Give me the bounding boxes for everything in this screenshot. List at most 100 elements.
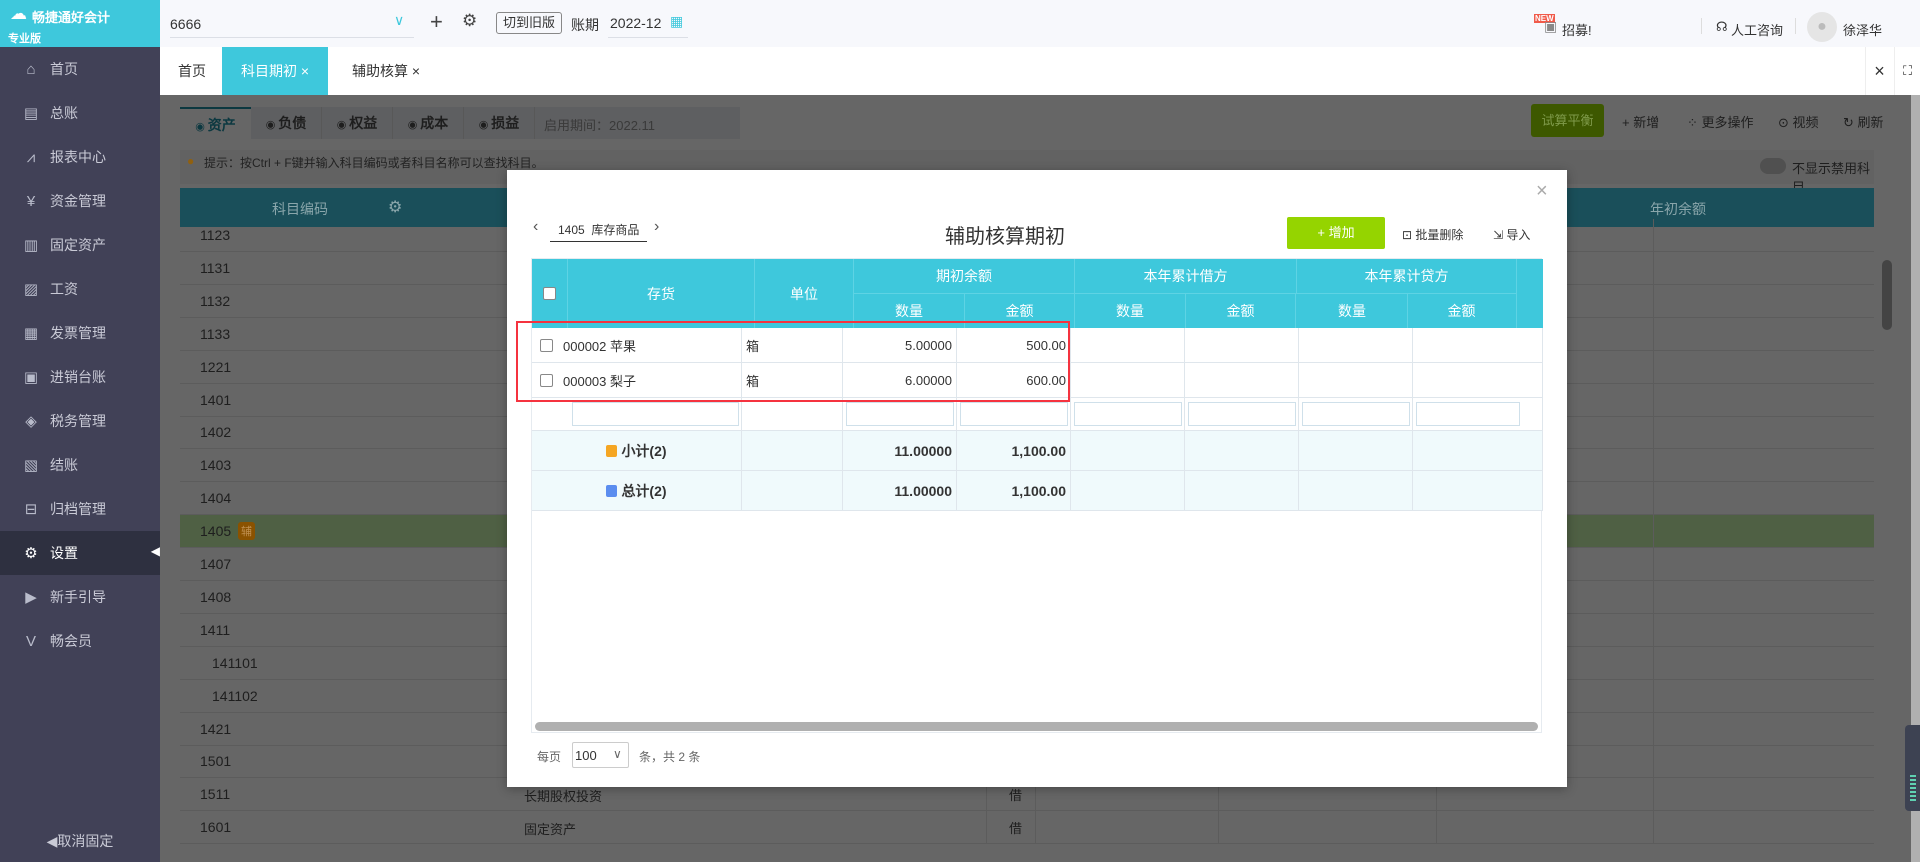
header-qty: 数量	[854, 294, 965, 328]
entry-input[interactable]	[1416, 402, 1520, 426]
company-select[interactable]: 6666 ∨	[170, 10, 414, 38]
type-tab-0[interactable]: ◉ 资产	[180, 107, 251, 139]
horizontal-scrollbar[interactable]	[535, 722, 1538, 731]
next-subject-icon[interactable]: ›	[654, 218, 660, 235]
video-label: 视频	[1792, 115, 1819, 130]
entry-input[interactable]	[846, 402, 954, 426]
row-checkbox[interactable]	[540, 338, 553, 352]
import-button[interactable]: ⇲ 导入	[1493, 226, 1530, 243]
type-tab-1[interactable]: ◉ 负债	[251, 107, 322, 139]
tab-subject-opening[interactable]: 科目期初 ×	[222, 47, 328, 95]
chevron-down-icon: ∨	[394, 12, 405, 28]
add-account-icon[interactable]: +	[430, 9, 443, 34]
total-amount: 1,100.00	[1011, 482, 1067, 499]
tab-auxiliary[interactable]: 辅助核算 ×	[352, 47, 420, 95]
header-opening-balance: 期初余额	[854, 259, 1075, 294]
trial-balance-button[interactable]: 试算平衡	[1531, 104, 1604, 137]
sidebar-item-2[interactable]: ⩘ 报表中心	[0, 135, 160, 179]
table-cell	[843, 398, 957, 431]
add-subject-button[interactable]: + 新增	[1622, 115, 1660, 130]
subject-selector[interactable]: 1405 库存商品	[550, 221, 648, 242]
subject-code: 1411	[200, 621, 231, 638]
close-icon[interactable]: ×	[411, 63, 421, 79]
type-tab-4[interactable]: ◉ 损益	[464, 107, 535, 139]
home-icon: ⌂	[26, 60, 36, 78]
select-all-checkbox[interactable]	[543, 287, 556, 300]
entry-input[interactable]	[1188, 402, 1296, 426]
table-cell	[1299, 398, 1413, 431]
unpin-sidebar-button[interactable]: ◀取消固定	[0, 831, 160, 851]
subject-code: 1501	[200, 753, 232, 770]
floating-widget[interactable]	[1905, 725, 1920, 811]
building-icon: ▥	[23, 237, 39, 254]
sidebar-item-8[interactable]: ◈ 税务管理	[0, 399, 160, 443]
opening-amount[interactable]: 500.00	[1026, 337, 1066, 353]
close-icon[interactable]: ×	[300, 63, 310, 79]
subtotal-amount: 1,100.00	[1011, 442, 1067, 459]
gear-icon[interactable]: ⚙	[462, 11, 478, 30]
table-scrollbar[interactable]	[1882, 260, 1892, 330]
sidebar-item-label: 工资	[50, 281, 78, 297]
entry-input[interactable]	[1302, 402, 1410, 426]
sidebar-item-4[interactable]: ▥ 固定资产	[0, 223, 160, 267]
tab-home[interactable]: 首页	[178, 47, 206, 95]
close-icon[interactable]: ×	[1536, 180, 1548, 202]
user-name[interactable]: 徐泽华	[1843, 23, 1883, 38]
sidebar-item-6[interactable]: ▦ 发票管理	[0, 311, 160, 355]
total-row: 总计(2) 11.00000 1,100.00	[532, 471, 1543, 511]
entry-input[interactable]	[1074, 402, 1182, 426]
add-button[interactable]: + 增加	[1287, 217, 1385, 249]
sidebar-item-label: 发票管理	[50, 325, 106, 341]
close-all-tabs-icon[interactable]: ×	[1865, 47, 1893, 95]
sidebar-item-10[interactable]: ⊟ 归档管理	[0, 487, 160, 531]
table-cell	[1413, 398, 1543, 431]
subject-name: 长期股权投资	[524, 789, 603, 805]
sidebar-item-12[interactable]: ▶ 新手引导	[0, 575, 160, 619]
more-actions-button[interactable]: ⁘ 更多操作	[1687, 112, 1754, 131]
type-tab-3[interactable]: ◉ 成本	[393, 107, 464, 139]
import-label: 导入	[1506, 228, 1531, 242]
opening-qty[interactable]: 5.00000	[905, 337, 952, 353]
entry-input[interactable]	[960, 402, 1068, 426]
gear-icon[interactable]: ⚙	[388, 199, 403, 216]
refresh-label: 刷新	[1857, 115, 1884, 130]
sidebar-item-3[interactable]: ¥ 资金管理	[0, 179, 160, 223]
avatar[interactable]: ●	[1807, 12, 1837, 42]
fullscreen-icon[interactable]: ⛶	[1894, 47, 1920, 95]
brand-logo[interactable]: ☁ 畅捷通好会计 专业版	[0, 0, 160, 47]
sidebar-item-13[interactable]: V 畅会员	[0, 619, 160, 663]
table-cell	[1185, 363, 1299, 398]
prev-subject-icon[interactable]: ‹	[533, 218, 539, 235]
refresh-button[interactable]: ↻ 刷新	[1843, 112, 1884, 131]
table-cell: 总计(2)	[532, 471, 742, 511]
support-link[interactable]: 人工咨询	[1731, 23, 1784, 38]
table-cell	[1185, 471, 1299, 511]
opening-amount[interactable]: 600.00	[1026, 372, 1066, 388]
row-checkbox[interactable]	[540, 373, 553, 387]
column-divider	[1653, 646, 1654, 680]
sidebar-item-1[interactable]: ▤ 总账	[0, 91, 160, 135]
sidebar-item-0[interactable]: ⌂ 首页	[0, 47, 160, 91]
period-picker[interactable]: 2022-12 ▦	[608, 10, 688, 38]
page-scrollbar[interactable]	[1911, 95, 1920, 862]
select-all-checkbox-cell	[532, 259, 568, 328]
entry-input[interactable]	[572, 402, 739, 426]
sidebar-item-5[interactable]: ▨ 工资	[0, 267, 160, 311]
sidebar-item-9[interactable]: ▧ 结账	[0, 443, 160, 487]
sidebar-item-7[interactable]: ▣ 进销台账	[0, 355, 160, 399]
column-divider	[1653, 613, 1654, 647]
switch-old-version-button[interactable]: 切到旧版	[496, 12, 562, 34]
opening-qty[interactable]: 6.00000	[905, 372, 952, 388]
video-button[interactable]: ⊙ 视频	[1778, 112, 1819, 131]
recruit-text: 招募!	[1562, 23, 1592, 38]
pagination-summary: 条，共 2 条	[639, 750, 701, 764]
subject-row[interactable]: 1511 长期股权投资 借	[180, 778, 1874, 812]
subject-row[interactable]: 1601 固定资产 借	[180, 811, 1874, 845]
sidebar-item-11[interactable]: ⚙ 设置 ◀	[0, 531, 160, 575]
table-cell	[742, 431, 843, 471]
type-tab-2[interactable]: ◉ 权益	[322, 107, 393, 139]
page-size-select[interactable]: 100 ∨	[572, 742, 629, 768]
batch-delete-button[interactable]: ⊡ 批量删除	[1402, 226, 1463, 243]
tax-icon: ◈	[25, 413, 37, 430]
hide-disabled-toggle[interactable]	[1760, 158, 1786, 174]
